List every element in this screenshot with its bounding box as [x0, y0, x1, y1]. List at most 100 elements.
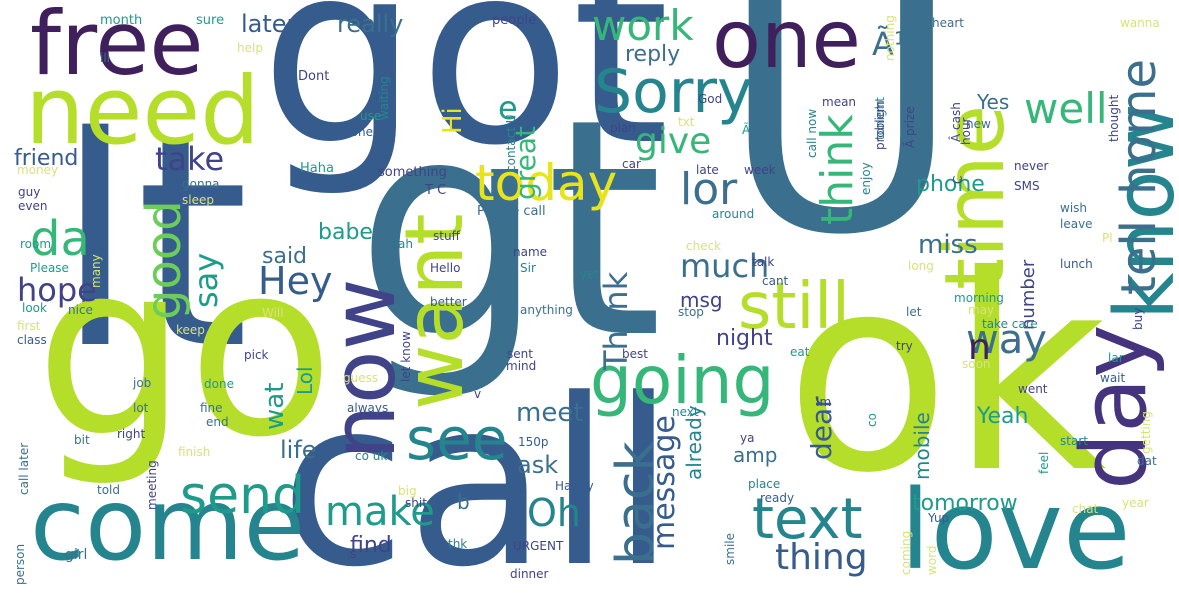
- word: hope: [17, 271, 97, 309]
- word: big: [398, 484, 417, 498]
- word: dinner: [510, 567, 549, 581]
- word: T C: [425, 183, 447, 198]
- word: free: [30, 0, 204, 95]
- word: co uk: [355, 449, 388, 463]
- word: call now: [805, 108, 819, 158]
- word: amp: [733, 443, 778, 467]
- word: leave: [1060, 217, 1093, 231]
- word: pick: [244, 348, 269, 362]
- word: around: [712, 207, 755, 221]
- word: ok: [785, 217, 1107, 532]
- word: think: [812, 114, 863, 225]
- word: meeting: [145, 460, 159, 510]
- word: Oh: [527, 491, 581, 535]
- word: Sir: [520, 261, 536, 275]
- word: new: [966, 117, 991, 131]
- word: find: [350, 533, 392, 558]
- word: yet: [580, 267, 600, 281]
- word: talk: [752, 255, 775, 269]
- word: problem: [873, 100, 887, 150]
- word: C: [951, 175, 965, 184]
- word: buy: [1131, 307, 1145, 330]
- word: take: [155, 140, 225, 178]
- word: someone: [318, 125, 373, 139]
- word: work: [592, 1, 694, 50]
- word: txt: [678, 115, 695, 129]
- word: good: [136, 200, 192, 320]
- word: keep: [176, 323, 205, 337]
- word: Yup: [928, 511, 950, 525]
- word: class: [17, 333, 47, 347]
- word: many: [89, 254, 103, 288]
- word: come: [30, 466, 306, 583]
- word: wanna: [1120, 16, 1160, 30]
- word: home: [1111, 58, 1167, 195]
- word: msg: [680, 288, 723, 312]
- word: first: [17, 319, 41, 333]
- word: Hey: [258, 259, 333, 303]
- word: text: [752, 487, 863, 552]
- word: contact U: [504, 114, 518, 172]
- word: word: [925, 545, 939, 576]
- word: s: [350, 547, 357, 561]
- word: girl: [65, 547, 88, 563]
- word: gonna: [182, 177, 220, 191]
- word: morning: [954, 291, 1004, 305]
- word: dat: [1137, 454, 1157, 468]
- word: check: [686, 239, 722, 253]
- word: start: [1060, 434, 1088, 448]
- word: getting: [1139, 411, 1153, 454]
- word: one: [712, 0, 861, 86]
- word: sleep: [182, 193, 214, 207]
- word: Im: [816, 395, 832, 409]
- word: month: [100, 13, 143, 28]
- word: Dont: [298, 69, 330, 84]
- word: da: [30, 211, 90, 267]
- word: U: [720, 0, 962, 307]
- word: mobile: [910, 412, 934, 480]
- word: try: [896, 339, 913, 353]
- word: Ã: [742, 123, 751, 137]
- word: Hello: [430, 261, 461, 275]
- word: hour: [959, 117, 973, 146]
- word: people: [492, 13, 537, 28]
- word: reply: [625, 42, 681, 67]
- word: n: [968, 327, 991, 368]
- word: going: [590, 342, 775, 419]
- word: time: [928, 104, 1023, 290]
- word: Sorry: [594, 57, 753, 127]
- word: nothing: [883, 15, 897, 61]
- word: Happy: [555, 479, 594, 493]
- word: chat: [1072, 502, 1099, 516]
- word: thk: [448, 537, 468, 551]
- word: bit: [74, 433, 90, 447]
- word: co: [865, 413, 879, 427]
- word: make: [325, 489, 435, 535]
- word: nice: [68, 303, 93, 317]
- word: enjoy: [859, 162, 873, 195]
- word: Will: [262, 306, 284, 320]
- word: cant: [762, 274, 789, 288]
- word: lor: [680, 164, 738, 215]
- word: name: [513, 245, 548, 259]
- word: e: [498, 89, 518, 127]
- word: person: [13, 543, 27, 585]
- word: ask: [517, 451, 559, 479]
- word: God: [698, 92, 723, 106]
- word: say: [187, 252, 225, 308]
- word: need: [25, 57, 260, 166]
- word: long: [908, 259, 934, 273]
- word: sure: [196, 13, 225, 28]
- word: late: [696, 163, 719, 177]
- word: use: [360, 109, 382, 123]
- word: ah: [398, 237, 413, 251]
- word: next: [672, 405, 699, 419]
- word: thing: [775, 537, 868, 578]
- word: week: [744, 163, 776, 177]
- word: guess: [343, 371, 379, 385]
- word: Pl: [1102, 231, 1113, 245]
- word: mind: [506, 359, 537, 373]
- word: v: [474, 387, 482, 401]
- word: eat: [790, 345, 810, 359]
